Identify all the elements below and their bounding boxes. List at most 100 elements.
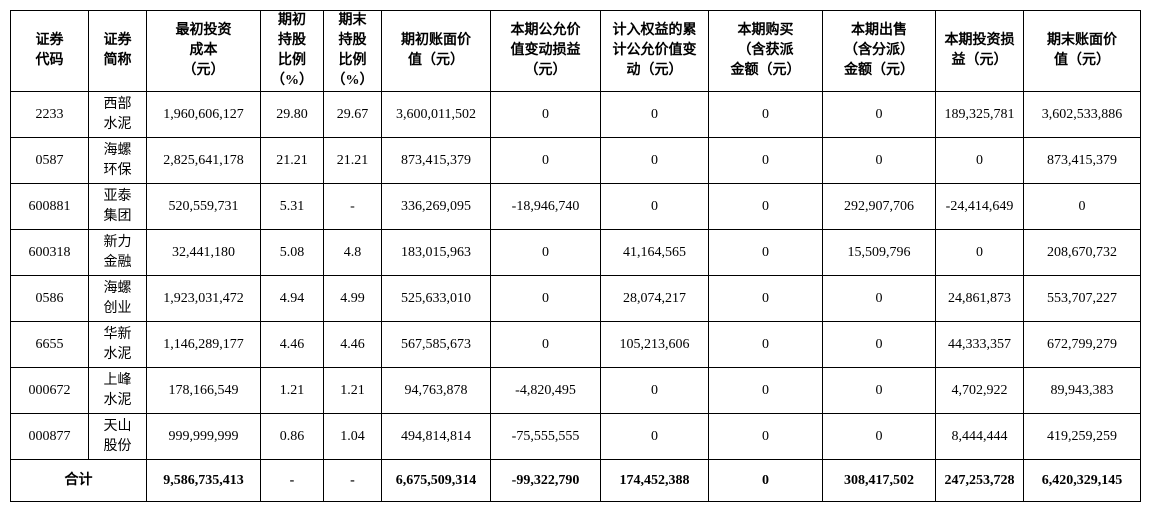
table-cell: 28,074,217 <box>600 275 709 322</box>
table-cell: 5.08 <box>260 229 324 276</box>
cell-line: 计公允价值变 <box>612 43 697 58</box>
table-cell: 1,960,606,127 <box>146 91 261 138</box>
cell-line: 天山 <box>103 418 132 434</box>
table-cell: 4.46 <box>260 321 324 368</box>
header-cell: 期初 持股 比例 （%） <box>260 10 324 92</box>
cell-line: 值（元） <box>408 53 464 68</box>
table-cell: 0 <box>935 229 1024 276</box>
cell-text: 0 <box>976 152 983 168</box>
cell-text: 0 <box>542 106 549 122</box>
cell-text: 0 <box>875 428 883 444</box>
header-cell: 期初账面价 值（元） <box>381 10 491 92</box>
header-cell: 最初投资 成本 （元） <box>146 10 261 92</box>
cell-text: 600318 <box>28 244 71 260</box>
cell-text: -4,820,495 <box>515 382 576 398</box>
table-cell: 1.04 <box>323 413 382 460</box>
table-cell: 873,415,379 <box>1023 137 1141 184</box>
table-cell: 105,213,606 <box>600 321 709 368</box>
table-cell: 0 <box>600 367 709 414</box>
cell-text: 105,213,606 <box>619 336 690 352</box>
cell-text: 0.86 <box>279 428 305 444</box>
cell-text: 292,907,706 <box>844 198 914 214</box>
table-cell: 3,600,011,502 <box>381 91 491 138</box>
cell-line: 值（元） <box>1054 53 1110 68</box>
table-cell: 000877 <box>10 413 89 460</box>
total-cell: 308,417,502 <box>822 459 936 502</box>
total-cell: 247,253,728 <box>935 459 1024 502</box>
table-cell: 553,707,227 <box>1023 275 1141 322</box>
table-cell: 1.21 <box>323 367 382 414</box>
cell-text: 672,799,279 <box>1047 336 1117 352</box>
cell-line: 水泥 <box>103 392 132 408</box>
data-row: 2233 西部 水泥 1,960,606,127 29.80 29.67 3,600,011… <box>10 91 1141 138</box>
cell-line: （含分派） <box>844 43 914 58</box>
table-cell: 873,415,379 <box>381 137 491 184</box>
cell-text: 873,415,379 <box>401 152 471 168</box>
table-cell: 292,907,706 <box>822 183 936 230</box>
cell-text: 0 <box>651 152 658 168</box>
cell-text: 0 <box>651 382 658 398</box>
cell-text: 525,633,010 <box>401 290 471 306</box>
table-cell: 183,015,963 <box>381 229 491 276</box>
table-cell: 0 <box>1023 183 1141 230</box>
table-cell: 15,509,796 <box>822 229 936 276</box>
table-cell: 600318 <box>10 229 89 276</box>
cell-text: 1.21 <box>279 382 305 398</box>
table-cell: 41,164,565 <box>600 229 709 276</box>
table-cell: 178,166,549 <box>146 367 261 414</box>
holdings-table: 证券 代码 证券 简称 最初投资 成本 （元） 期初 持股 比例 （%） 期末 持股 比例 （%） 期初账面价… <box>10 10 1141 502</box>
cell-text: 0 <box>875 290 883 306</box>
table-cell: 0 <box>822 137 936 184</box>
table-body: 2233 西部 水泥 1,960,606,127 29.80 29.67 3,600,011… <box>10 91 1141 502</box>
table-cell: 海螺 环保 <box>88 137 147 184</box>
cell-text: 24,861,873 <box>948 290 1011 306</box>
cell-text: 1,960,606,127 <box>163 106 244 122</box>
cell-text: 0 <box>875 106 883 122</box>
table-cell: 0587 <box>10 137 89 184</box>
cell-text: 0 <box>762 244 769 260</box>
table-cell: 0 <box>600 137 709 184</box>
cell-line: 水泥 <box>103 116 132 132</box>
table-cell: -24,414,649 <box>935 183 1024 230</box>
cell-text: 0587 <box>35 152 64 168</box>
cell-line: 代码 <box>35 53 64 68</box>
cell-text: 0 <box>651 428 658 444</box>
cell-line: 证券 <box>103 33 132 48</box>
table-cell: 0 <box>708 413 823 460</box>
cell-line: 海螺 <box>103 280 132 296</box>
cell-text: 0 <box>762 472 769 488</box>
total-row: 合计 9,586,735,413 - - 6,675,509,314 -99,322,79… <box>10 459 1141 502</box>
cell-text: 6655 <box>35 336 64 352</box>
table-cell: 1.21 <box>260 367 324 414</box>
table-cell: 0 <box>708 91 823 138</box>
table-cell: 0 <box>600 91 709 138</box>
table-cell: 1,146,289,177 <box>146 321 261 368</box>
table-cell: 0586 <box>10 275 89 322</box>
cell-text: 4,702,922 <box>951 382 1008 398</box>
cell-text: 0 <box>1078 198 1086 214</box>
table-cell: 600881 <box>10 183 89 230</box>
cell-text: -99,322,790 <box>511 472 580 488</box>
total-cell: 6,675,509,314 <box>381 459 491 502</box>
cell-text: 41,164,565 <box>623 244 686 260</box>
data-row: 000877 天山 股份 999,999,999 0.86 1.04 494,814,814… <box>10 413 1141 460</box>
total-cell: 174,452,388 <box>600 459 709 502</box>
table-cell: 0 <box>708 275 823 322</box>
cell-line: 动（元） <box>626 63 683 78</box>
header-cell: 期末账面价 值（元） <box>1023 10 1141 92</box>
cell-text: 8,444,444 <box>951 428 1008 444</box>
table-cell: 2233 <box>10 91 89 138</box>
header-cell: 本期公允价 值变动损益 （元） <box>490 10 601 92</box>
header-cell: 本期购买 （含获派 金额（元） <box>708 10 823 92</box>
cell-text: 247,253,728 <box>944 472 1015 488</box>
cell-line: （%） <box>331 73 374 88</box>
cell-text: 999,999,999 <box>168 428 239 444</box>
cell-text: 1.21 <box>340 382 365 398</box>
cell-line: 新力 <box>103 234 132 250</box>
table-cell: 567,585,673 <box>381 321 491 368</box>
table-cell: 000672 <box>10 367 89 414</box>
cell-text: 174,452,388 <box>619 472 690 488</box>
table-cell: 0 <box>490 91 601 138</box>
cell-text: - <box>289 472 295 488</box>
table-cell: - <box>323 183 382 230</box>
